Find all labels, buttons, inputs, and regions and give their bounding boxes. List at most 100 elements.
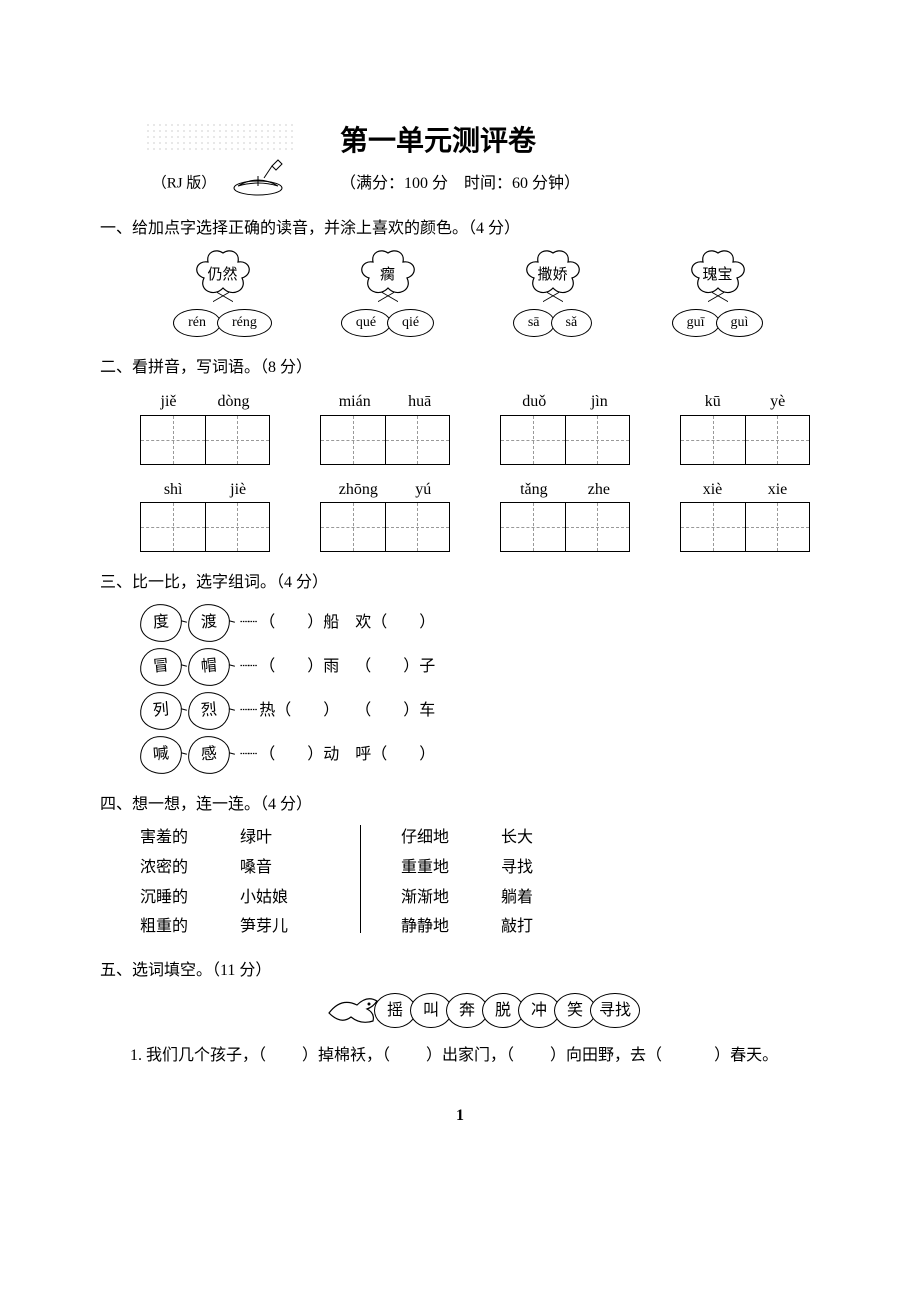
word-option[interactable]: 寻找: [590, 993, 640, 1029]
q1-item: 仍然 rén réng: [153, 250, 293, 337]
match-item[interactable]: 静静地: [401, 914, 501, 940]
match-item[interactable]: 笋芽儿: [240, 914, 320, 940]
q2-item: kū yè: [680, 389, 810, 465]
flower-icon: 瘸: [353, 250, 423, 300]
q1-option-left[interactable]: rén: [173, 309, 221, 337]
write-box[interactable]: [680, 415, 810, 465]
q2-title: 二、看拼音，写词语。（8 分）: [100, 355, 820, 381]
q4-col: 害羞的 浓密的 沉睡的 粗重的: [140, 825, 240, 939]
pinyin: jìn: [591, 389, 608, 415]
q2-item: miánhuā: [320, 389, 450, 465]
edition-label: （RJ 版）: [152, 176, 217, 192]
match-item[interactable]: 敲打: [501, 914, 581, 940]
sentence-part: ）掉棉袄，（: [302, 1047, 390, 1064]
pinyin: tǎng: [520, 477, 548, 503]
flower-icon: 仍然: [188, 250, 258, 300]
q2-item: xièxie: [680, 477, 810, 553]
sentence-part: ）出家门，（: [426, 1047, 514, 1064]
dash-icon: ┈┈: [240, 742, 255, 768]
question-5: 五、选词填空。（11 分） 摇 叫 奔 脱 冲 笑 寻找 1. 我们几个孩子，（…: [100, 958, 820, 1069]
q5-sentence: 1. 我们几个孩子，（）掉棉袄，（）出家门，（）向田野，去（）春天。: [130, 1043, 820, 1069]
q4-col: 仔细地 重重地 渐渐地 静静地: [401, 825, 501, 939]
page-title: 第一单元测评卷: [340, 120, 820, 165]
q1-word: 瑰宝: [702, 263, 732, 287]
sentence-num: 1.: [130, 1047, 142, 1064]
header-left: （RJ 版）: [100, 122, 340, 196]
q1-option-right[interactable]: guì: [716, 309, 764, 337]
q3-text: （ ）船: [259, 610, 339, 636]
q1-item: 撒娇 sā sǎ: [483, 250, 623, 337]
match-item[interactable]: 嗓音: [240, 855, 320, 881]
match-item[interactable]: 渐渐地: [401, 885, 501, 911]
q2-item: shì jiè: [140, 477, 270, 553]
page-number: 1: [100, 1103, 820, 1129]
q1-item: 瑰宝 guī guì: [648, 250, 788, 337]
match-item[interactable]: 浓密的: [140, 855, 240, 881]
leaf-char: 帽: [186, 646, 231, 688]
q3-row: 喊 感 ┈┈ （ ）动 呼（ ）: [140, 736, 820, 774]
flower-icon: 瑰宝: [683, 250, 753, 300]
q3-text: 呼（ ）: [355, 742, 435, 768]
q3-text: （ ）雨: [259, 654, 339, 680]
pinyin: xiè: [703, 477, 723, 503]
q3-row: 度 渡 ┈┈ （ ）船 欢（ ）: [140, 604, 820, 642]
q2-row: jiědòng miánhuā duǒjìn kū yè: [140, 389, 820, 465]
write-box[interactable]: [680, 502, 810, 552]
q1-option-left[interactable]: sā: [513, 309, 555, 337]
dash-icon: ┈┈: [240, 654, 255, 680]
match-item[interactable]: 寻找: [501, 855, 581, 881]
q3-text: （ ）车: [355, 698, 435, 724]
decorative-smudge: [145, 122, 295, 152]
match-item[interactable]: 绿叶: [240, 825, 320, 851]
q4-col: 长大 寻找 躺着 敲打: [501, 825, 581, 939]
q1-option-right[interactable]: réng: [217, 309, 272, 337]
q1-row: 仍然 rén réng 瘸 qué qié 撒娇: [140, 250, 800, 337]
pinyin: shì: [164, 477, 183, 503]
match-item[interactable]: 躺着: [501, 885, 581, 911]
q3-row: 列 烈 ┈┈ 热（ ） （ ）车: [140, 692, 820, 730]
write-box[interactable]: [140, 502, 270, 552]
q3-row: 冒 帽 ┈┈ （ ）雨 （ ）子: [140, 648, 820, 686]
match-item[interactable]: 沉睡的: [140, 885, 240, 911]
dash-icon: ┈┈: [240, 698, 255, 724]
match-item[interactable]: 重重地: [401, 855, 501, 881]
header-right: 第一单元测评卷 （满分：100 分 时间：60 分钟）: [340, 120, 820, 196]
pinyin: yú: [415, 477, 431, 503]
q2-item: jiědòng: [140, 389, 270, 465]
question-4: 四、想一想，连一连。（4 分） 害羞的 浓密的 沉睡的 粗重的 绿叶 嗓音 小姑…: [100, 792, 820, 940]
q3-title: 三、比一比，选字组词。（4 分）: [100, 570, 820, 596]
q1-item: 瘸 qué qié: [318, 250, 458, 337]
match-item[interactable]: 粗重的: [140, 914, 240, 940]
q2-item: zhōng yú: [320, 477, 450, 553]
write-box[interactable]: [500, 415, 630, 465]
question-1: 一、给加点字选择正确的读音，并涂上喜欢的颜色。（4 分） 仍然 rén réng…: [100, 216, 820, 337]
q3-text: （ ）子: [355, 654, 435, 680]
pinyin: yè: [770, 389, 785, 415]
pinyin: zhōng: [339, 477, 378, 503]
book-icon: [228, 156, 288, 196]
leaf-char: 冒: [138, 646, 183, 688]
match-item[interactable]: 小姑娘: [240, 885, 320, 911]
write-box[interactable]: [320, 415, 450, 465]
q1-option-right[interactable]: qié: [387, 309, 434, 337]
match-item[interactable]: 长大: [501, 825, 581, 851]
q2-item: duǒjìn: [500, 389, 630, 465]
pinyin: kū: [705, 389, 721, 415]
q1-option-left[interactable]: guī: [672, 309, 720, 337]
q3-text: （ ）动: [259, 742, 339, 768]
match-item[interactable]: 仔细地: [401, 825, 501, 851]
pinyin: jiè: [230, 477, 246, 503]
pinyin: dòng: [218, 389, 250, 415]
q2-row: shì jiè zhōng yú tǎng zhe xièxie: [140, 477, 820, 553]
q4-title: 四、想一想，连一连。（4 分）: [100, 792, 820, 818]
write-box[interactable]: [320, 502, 450, 552]
flower-icon: 撒娇: [518, 250, 588, 300]
sentence-part: ）向田野，去（: [550, 1047, 662, 1064]
q1-option-right[interactable]: sǎ: [551, 309, 593, 337]
write-box[interactable]: [500, 502, 630, 552]
match-item[interactable]: 害羞的: [140, 825, 240, 851]
pinyin: zhe: [588, 477, 610, 503]
write-box[interactable]: [140, 415, 270, 465]
q1-option-left[interactable]: qué: [341, 309, 391, 337]
separator: [360, 825, 361, 933]
